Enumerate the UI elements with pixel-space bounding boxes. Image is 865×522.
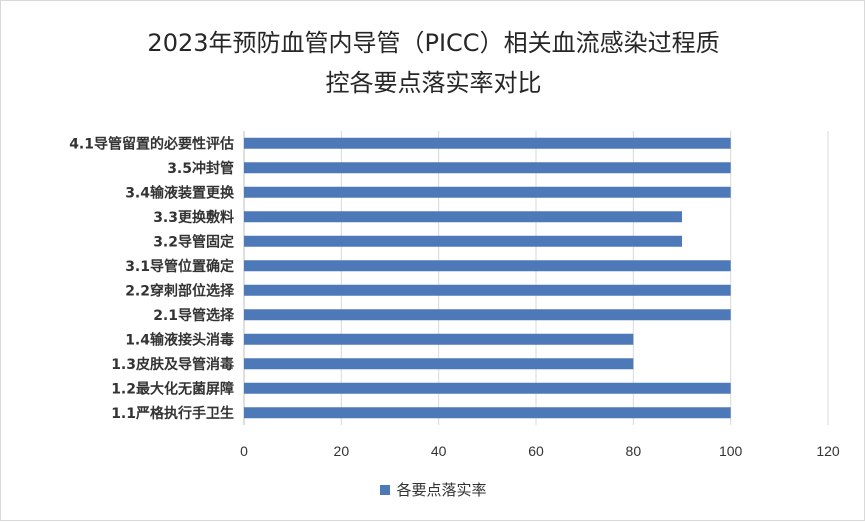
x-tick-label: 80	[626, 443, 642, 459]
x-tick-label: 20	[334, 443, 350, 459]
category-label: 3.3更换敷料	[153, 209, 234, 226]
category-label: 1.4输液接头消毒	[125, 331, 234, 348]
category-label: 1.1严格执行手卫生	[111, 405, 234, 422]
bar	[244, 358, 634, 370]
category-label: 1.2最大化无菌屏障	[111, 380, 234, 397]
category-label: 2.1导管选择	[153, 307, 235, 324]
category-label: 3.2导管固定	[153, 233, 234, 250]
category-label: 1.3皮肤及导管消毒	[111, 356, 234, 373]
bar	[244, 235, 682, 247]
legend-swatch	[380, 484, 391, 495]
bar	[244, 382, 731, 394]
bar	[244, 333, 634, 345]
x-tick-label: 40	[431, 443, 447, 459]
bar	[244, 162, 731, 174]
legend: 各要点落实率	[1, 479, 865, 500]
chart-title-line-1: 2023年预防血管内导管（PICC）相关血流感染过程质	[147, 29, 720, 57]
x-tick-label: 60	[528, 443, 544, 459]
bar	[244, 186, 731, 198]
category-label: 3.4输液装置更换	[125, 184, 235, 201]
bar	[244, 137, 731, 149]
legend-label: 各要点落实率	[396, 481, 487, 499]
chart-title: 2023年预防血管内导管（PICC）相关血流感染过程质 控各要点落实率对比	[1, 23, 865, 103]
category-label: 4.1导管留置的必要性评估	[69, 135, 234, 152]
bar	[244, 309, 731, 321]
bar	[244, 260, 731, 272]
category-label: 3.5冲封管	[167, 160, 234, 177]
bar	[244, 284, 731, 296]
category-label: 3.1导管位置确定	[125, 258, 234, 275]
category-label: 2.2穿刺部位选择	[125, 282, 235, 299]
x-tick-label: 100	[719, 443, 743, 459]
x-tick-label: 120	[816, 443, 840, 459]
bar	[244, 407, 731, 419]
x-tick-label: 0	[240, 443, 248, 459]
bar	[244, 211, 682, 223]
chart-title-line-2: 控各要点落实率对比	[325, 69, 542, 97]
